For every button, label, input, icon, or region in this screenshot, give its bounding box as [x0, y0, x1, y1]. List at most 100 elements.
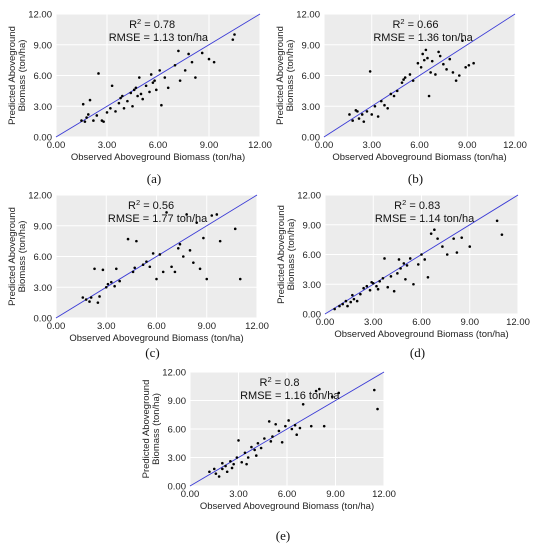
- data-point: [165, 211, 168, 214]
- data-point: [235, 456, 239, 459]
- data-point: [187, 52, 190, 56]
- data-point: [105, 111, 109, 114]
- data-point: [192, 261, 195, 264]
- data-point: [455, 251, 459, 254]
- data-point: [93, 267, 96, 271]
- data-point: [133, 266, 137, 270]
- y-axis-label-line: Predicted Aboveground: [276, 205, 287, 304]
- data-point: [360, 113, 364, 116]
- y-tick-label: 12.00: [297, 191, 321, 202]
- r-squared-text: R2 = 0.78: [129, 17, 175, 31]
- y-axis-label-line: Biomass (ton/ha): [17, 221, 28, 293]
- y-tick-label: 0.00: [168, 482, 187, 493]
- data-point: [301, 403, 305, 406]
- data-point: [445, 68, 448, 71]
- data-point: [218, 239, 222, 243]
- data-point: [102, 120, 105, 123]
- data-point: [448, 57, 452, 61]
- data-point: [151, 252, 155, 255]
- x-tick-label: 6.00: [149, 140, 168, 151]
- r-squared-value: = 0.78: [141, 19, 175, 31]
- x-tick-label: 9.00: [326, 489, 345, 500]
- y-axis-label-line: Biomass (ton/ha): [17, 40, 28, 112]
- data-point: [148, 90, 151, 94]
- data-point: [351, 119, 354, 122]
- data-point: [221, 461, 224, 465]
- y-tick-label: 9.00: [34, 221, 53, 232]
- data-point: [346, 304, 349, 308]
- x-tick-label: 6.00: [412, 317, 431, 328]
- data-point: [215, 213, 219, 216]
- y-axis-label: Predicted AbovegroundBiomass (ton/ha): [7, 26, 28, 125]
- data-point: [314, 389, 318, 393]
- data-point: [243, 451, 247, 455]
- data-point: [355, 299, 359, 303]
- data-point: [337, 391, 341, 395]
- y-axis-label: Predicted AbovegroundBiomass (ton/ha): [275, 26, 296, 125]
- y-tick-label: 3.00: [303, 280, 322, 291]
- data-point: [134, 86, 138, 90]
- data-point: [373, 388, 376, 392]
- data-point: [365, 110, 369, 113]
- y-tick-label: 12.00: [296, 10, 320, 21]
- x-tick-label: 9.00: [198, 321, 217, 332]
- data-point: [429, 232, 433, 235]
- data-point: [200, 51, 204, 55]
- data-point: [153, 79, 156, 82]
- data-point: [500, 233, 504, 236]
- data-point: [212, 60, 216, 64]
- data-point: [173, 63, 177, 67]
- data-point: [416, 263, 420, 266]
- data-point: [101, 268, 105, 272]
- data-point: [380, 99, 383, 103]
- r-squared-text: R2 = 0.83: [394, 198, 440, 212]
- rmse-text: RMSE = 1.36 ton/ha: [373, 32, 473, 44]
- data-point: [451, 71, 455, 74]
- data-point: [81, 102, 85, 106]
- y-tick-label: 12.00: [28, 191, 52, 202]
- data-point: [129, 91, 133, 95]
- data-point: [280, 441, 284, 444]
- data-point: [383, 257, 386, 260]
- data-point: [217, 475, 221, 478]
- r-squared-symbol: R: [129, 19, 137, 31]
- data-point: [198, 267, 202, 271]
- y-tick-label: 12.00: [162, 368, 186, 379]
- data-point: [464, 66, 467, 69]
- data-point: [122, 107, 126, 110]
- data-point: [402, 78, 405, 81]
- data-point: [177, 49, 180, 53]
- scatter-panel-a: 0.00 3.00 6.00 9.00 12.00 0.00 3.00 6.00 9.00 12.…: [7, 10, 272, 187]
- data-point: [392, 289, 396, 293]
- rmse-text: RMSE = 1.13 ton/ha: [109, 32, 209, 44]
- data-point: [362, 120, 366, 123]
- data-point: [338, 304, 341, 308]
- data-point: [436, 237, 439, 240]
- data-point: [349, 300, 353, 304]
- data-point: [98, 295, 101, 298]
- r-squared-value: = 0.83: [406, 200, 440, 212]
- data-point: [408, 257, 412, 260]
- data-point: [95, 114, 99, 117]
- y-tick-label: 6.00: [303, 250, 322, 261]
- y-tick-label: 0.00: [34, 133, 53, 144]
- panel-label: (a): [147, 171, 161, 186]
- data-point: [233, 227, 237, 231]
- data-point: [411, 79, 415, 82]
- y-tick-label: 6.00: [34, 71, 53, 82]
- data-point: [392, 94, 396, 98]
- data-point: [420, 253, 423, 256]
- y-axis-label: Predicted AbovegroundBiomass (ton/ha): [141, 380, 162, 479]
- data-point: [126, 99, 129, 103]
- data-point: [182, 255, 185, 258]
- data-point: [126, 237, 130, 241]
- data-point: [386, 285, 390, 289]
- data-point: [370, 113, 374, 116]
- data-point: [149, 73, 153, 76]
- data-point: [205, 277, 209, 281]
- data-point: [383, 103, 386, 107]
- data-point: [253, 448, 256, 452]
- data-point: [88, 300, 91, 303]
- y-tick-label: 12.00: [28, 10, 52, 21]
- data-point: [396, 272, 399, 275]
